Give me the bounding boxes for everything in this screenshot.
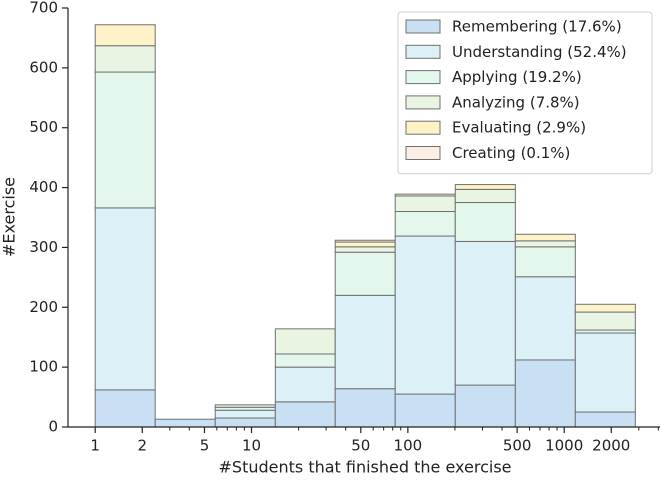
y-axis-label: #Exercise — [0, 177, 19, 257]
y-tick-label: 600 — [29, 58, 58, 76]
bar-segment — [94, 24, 156, 47]
x-tick-label: 2000 — [592, 437, 630, 455]
bar-segment — [274, 328, 336, 355]
x-tick-label: 2 — [137, 437, 147, 455]
bar-segment — [334, 251, 396, 296]
bar-segment — [574, 311, 636, 331]
legend-label: Applying (19.2%) — [452, 68, 582, 86]
bar-segment — [574, 411, 636, 428]
x-tick-label: 10 — [242, 437, 261, 455]
bar-segment — [274, 353, 336, 368]
x-axis-label: #Students that finished the exercise — [219, 458, 512, 477]
bar-segment — [334, 388, 396, 428]
legend-box — [397, 11, 653, 175]
bar-segment — [574, 303, 636, 313]
bar-segment — [514, 233, 576, 242]
bar-segment — [94, 207, 156, 391]
bar-segment — [454, 240, 516, 386]
bar-segment — [514, 276, 576, 361]
x-tick-label: 100 — [394, 437, 423, 455]
bar-segment — [454, 384, 516, 428]
bar-segment — [574, 332, 636, 413]
bar-segment — [514, 240, 576, 248]
legend-swatch — [405, 19, 441, 34]
legend-swatch — [405, 44, 441, 59]
legend-label: Understanding (52.4%) — [452, 43, 627, 61]
legend-swatch — [405, 95, 441, 110]
y-tick-label: 200 — [29, 298, 58, 316]
bar-segment — [94, 71, 156, 209]
bar-segment — [94, 45, 156, 73]
y-tick-label: 300 — [29, 238, 58, 256]
bar-segment — [454, 188, 516, 204]
bar-segment — [334, 294, 396, 390]
bar-segment — [334, 246, 396, 253]
y-tick-label: 400 — [29, 178, 58, 196]
bar-segment — [214, 409, 276, 419]
bar-segment — [94, 389, 156, 428]
bar-segment — [394, 393, 456, 428]
bar-segment — [334, 241, 396, 248]
x-tick-label: 50 — [351, 437, 370, 455]
x-tick-label: 500 — [503, 437, 532, 455]
bar-segment — [394, 195, 456, 213]
bar-segment — [454, 184, 516, 190]
legend-label: Analyzing (7.8%) — [452, 93, 580, 111]
legend-swatch — [405, 70, 441, 85]
bar-segment — [214, 404, 276, 408]
bar-segment — [334, 239, 396, 243]
y-tick-label: 700 — [29, 0, 58, 17]
legend-label: Remembering (17.6%) — [452, 18, 622, 36]
x-tick-label: 5 — [200, 437, 210, 455]
y-tick-label: 500 — [29, 118, 58, 136]
legend-label: Evaluating (2.9%) — [452, 119, 586, 137]
x-tick-label: 1 — [90, 437, 100, 455]
bar-segment — [394, 193, 456, 197]
legend-swatch — [405, 146, 441, 160]
bar-segment — [454, 202, 516, 242]
y-tick-label: 0 — [48, 418, 58, 436]
bar-segment — [514, 359, 576, 428]
bar-segment — [274, 366, 336, 403]
y-tick-label: 100 — [29, 358, 58, 376]
bar-segment — [394, 211, 456, 237]
bar-segment — [514, 246, 576, 278]
x-tick-label: 1000 — [545, 437, 583, 455]
bar-segment — [154, 418, 216, 428]
bar-segment — [394, 235, 456, 395]
legend-swatch — [405, 120, 441, 135]
bar-segment — [214, 417, 276, 428]
legend-label: Creating (0.1%) — [452, 144, 570, 162]
bar-segment — [274, 401, 336, 428]
